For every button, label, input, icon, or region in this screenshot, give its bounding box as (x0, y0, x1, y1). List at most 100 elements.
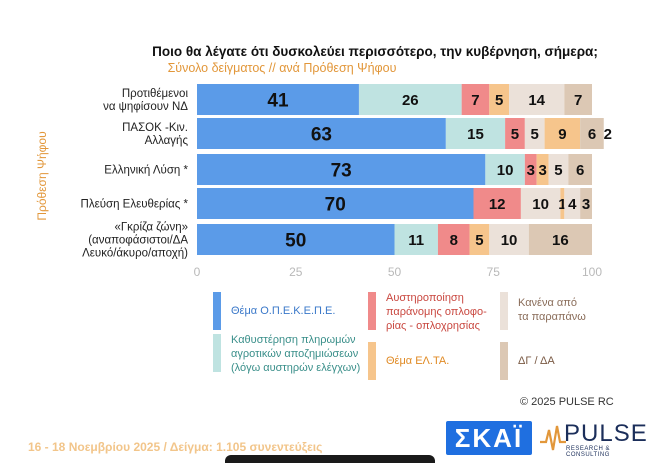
data-label: 5 (475, 232, 483, 249)
bar-segment (197, 118, 446, 149)
data-label: 63 (311, 124, 332, 145)
pulse-logo: PULSE RESEARCH & CONSULTING (540, 418, 647, 458)
bar-segment (564, 84, 592, 115)
bar-segment (544, 118, 581, 149)
data-label: 10 (501, 232, 518, 249)
data-label: 8 (450, 232, 458, 249)
legend-swatch (213, 334, 221, 372)
bar-segment (485, 154, 525, 185)
category-label: ΠΑΣΟΚ -Κιν. (122, 122, 188, 134)
category-label: «Γκρίζα ζώνη» (114, 222, 188, 234)
data-label: 3 (527, 162, 535, 179)
bar-segment (560, 188, 565, 219)
bar-segment (580, 118, 604, 149)
data-label: 3 (538, 162, 546, 179)
chart-subtitle: Σύνολο δείγματος // ανά Πρόθεση Ψήφου (167, 61, 397, 75)
legend-swatch (500, 342, 508, 380)
category-label: να ψηφίσουν ΝΔ (103, 101, 188, 113)
data-label: 12 (489, 196, 506, 213)
x-tick-label: 75 (487, 265, 501, 279)
data-label: 14 (528, 92, 545, 109)
x-tick-label: 0 (194, 265, 201, 279)
legend-swatch (368, 342, 376, 380)
skai-logo: ΣΚΑΪ (446, 421, 532, 455)
data-label: 5 (495, 92, 503, 109)
copyright-text: © 2025 PULSE RC (520, 396, 614, 408)
data-label: 10 (532, 196, 549, 213)
data-label: 1 (558, 196, 566, 213)
y-axis-title: Πρόθεση Ψήφου (35, 131, 49, 220)
data-label: 15 (467, 126, 484, 143)
data-label: 3 (582, 196, 590, 213)
bar-segment (473, 188, 521, 219)
category-label: Προτιθέμενοι (122, 88, 189, 100)
bar-segment (505, 118, 525, 149)
data-label: 16 (552, 232, 569, 249)
data-label: 9 (558, 126, 566, 143)
data-label: 11 (408, 232, 424, 249)
footer-date-sample: 16 - 18 Νοεμβρίου 2025 / Δείγμα: 1.105 σ… (28, 440, 323, 454)
data-label: 6 (588, 126, 596, 143)
bar-segment (197, 154, 486, 185)
category-label: Λευκό/άκυρο/αποχή) (82, 248, 188, 260)
pulse-logo-subtitle: RESEARCH & CONSULTING (566, 446, 611, 458)
data-label: 5 (511, 126, 519, 143)
bar-segment (564, 188, 581, 219)
data-label: 7 (574, 92, 582, 109)
legend-label: Κανένα από τα παραπάνω (518, 297, 586, 323)
bar-segment (197, 224, 395, 255)
bar-segment (394, 224, 438, 255)
bar-segment (520, 188, 561, 219)
data-label: 41 (267, 90, 289, 111)
data-label: 5 (531, 126, 539, 143)
bar-segment (197, 188, 474, 219)
bar-segment (445, 118, 506, 149)
chart-title: Ποιο θα λέγατε ότι δυσκολεύει περισσότερ… (152, 44, 598, 59)
data-label: 6 (576, 162, 584, 179)
bar-segment (524, 154, 537, 185)
bar-segment (489, 224, 529, 255)
legend-swatch (500, 292, 508, 330)
data-label: 73 (331, 160, 352, 181)
bar-segment (437, 224, 470, 255)
data-label: 50 (285, 230, 306, 251)
pulse-wave-icon (540, 425, 566, 451)
bar-segment (536, 154, 549, 185)
data-label: 7 (471, 92, 479, 109)
data-label: 5 (554, 162, 562, 179)
category-label: Αλλαγής (145, 135, 189, 147)
bar-segment (489, 84, 510, 115)
bar-segment (603, 118, 612, 149)
data-label: 2 (604, 126, 612, 143)
bar-segment (568, 154, 592, 185)
legend-swatch (368, 292, 376, 330)
category-label: Ελληνική Λύση * (104, 165, 188, 177)
bar-segment (197, 84, 359, 115)
category-label: (αναποφάσιστοι/ΔΑ (88, 235, 188, 247)
data-label: 70 (325, 194, 346, 215)
bar-segment (580, 188, 592, 219)
bar-segment (469, 224, 490, 255)
category-label: Πλεύση Ελευθερίας * (81, 199, 189, 211)
home-indicator-bar (225, 455, 435, 463)
data-label: 4 (568, 196, 577, 213)
x-tick-label: 25 (289, 265, 303, 279)
x-tick-label: 50 (388, 265, 402, 279)
legend-swatch (213, 292, 221, 330)
legend-label: Θέμα ΕΛ.ΤΑ. (386, 355, 450, 367)
data-label: 10 (497, 162, 514, 179)
legend-label: Καθυστέρηση πληρωμών αγροτικών αποζημιώσε… (231, 334, 361, 374)
bar-segment (358, 84, 462, 115)
bar-segment (528, 224, 592, 255)
bar-segment (509, 84, 565, 115)
legend-label: Θέμα Ο.Π.Ε.Κ.Ε.Π.Ε. (231, 305, 336, 317)
pulse-logo-word: PULSE (564, 420, 648, 447)
bar-segment (524, 118, 545, 149)
legend-label: ΔΓ / ΔΑ (518, 355, 555, 367)
bar-segment (548, 154, 569, 185)
legend-label: Αυστηροποίηση παράνομης οπλοφο-ρίας - οπλ… (386, 292, 487, 332)
x-tick-label: 100 (582, 265, 602, 279)
data-label: 26 (402, 92, 419, 109)
bar-segment (461, 84, 490, 115)
